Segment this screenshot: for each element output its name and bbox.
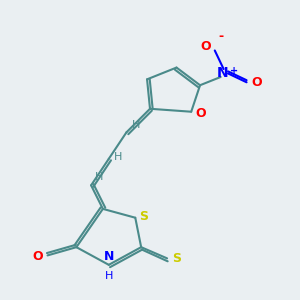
Text: O: O	[201, 40, 211, 53]
Text: H: H	[94, 172, 103, 182]
Text: N: N	[103, 250, 114, 263]
Text: S: S	[139, 210, 148, 223]
Text: S: S	[172, 252, 181, 266]
Text: H: H	[132, 120, 140, 130]
Text: H: H	[105, 271, 113, 281]
Text: -: -	[218, 30, 224, 44]
Text: H: H	[114, 152, 122, 162]
Text: O: O	[196, 107, 206, 120]
Text: +: +	[230, 65, 238, 76]
Text: N: N	[216, 66, 228, 80]
Text: O: O	[252, 76, 262, 89]
Text: O: O	[32, 250, 43, 262]
